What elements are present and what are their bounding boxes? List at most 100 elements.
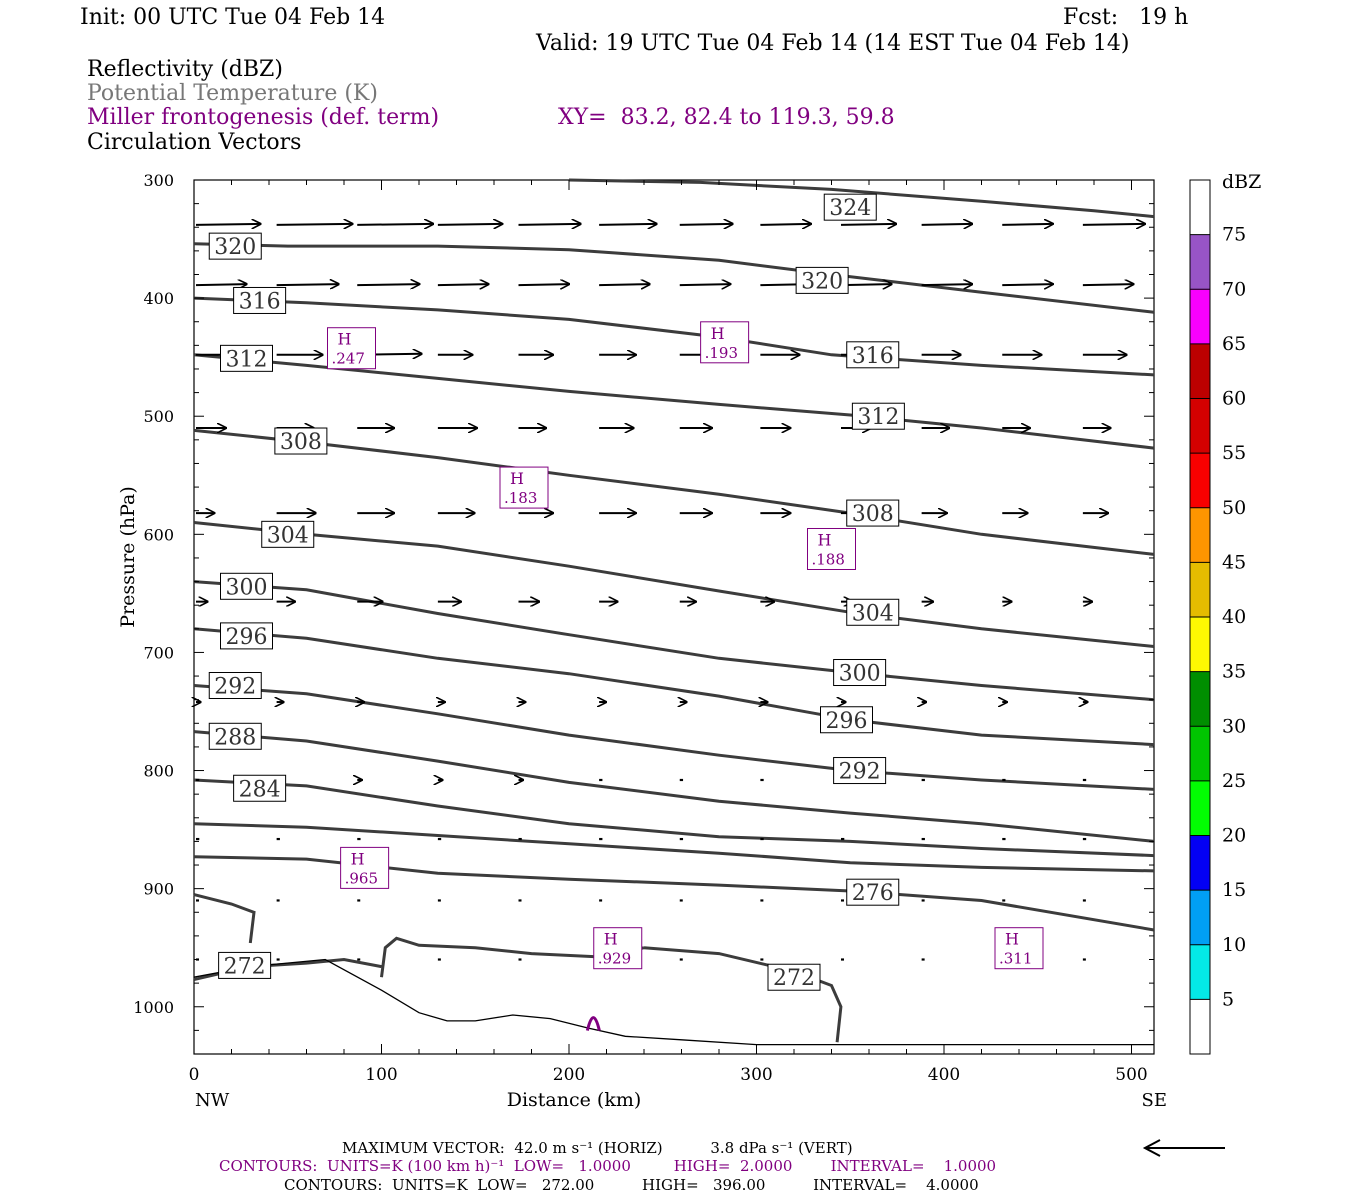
init-time: Init: 00 UTC Tue 04 Feb 14 xyxy=(80,5,386,30)
circulation-vector xyxy=(437,224,502,225)
y-tick-label: 500 xyxy=(143,407,174,426)
colorbar-band xyxy=(1190,398,1210,454)
circulation-vector xyxy=(518,224,581,225)
colorbar-band xyxy=(1190,562,1210,617)
frontogenesis-max-box xyxy=(994,927,1044,970)
theta-contour-324 xyxy=(568,178,1155,219)
colorbar-label: 5 xyxy=(1222,988,1234,1010)
terrain-line xyxy=(193,958,1154,1046)
theta-label-box xyxy=(846,598,900,626)
theta-label-box xyxy=(846,878,900,906)
theta-label-box xyxy=(208,672,262,700)
colorbar-band xyxy=(1190,999,1210,1054)
colorbar-label: 30 xyxy=(1222,715,1246,737)
colorbar-band xyxy=(1190,835,1210,891)
theta-label-312: 312 xyxy=(226,347,268,372)
colorbar-label: 70 xyxy=(1222,278,1246,300)
colorbar-frame xyxy=(1189,179,1211,1055)
theta-contour-272 xyxy=(643,946,843,1043)
theta-contour-276 xyxy=(193,855,1155,932)
theta-label-box xyxy=(233,774,287,802)
theta-label-308: 308 xyxy=(280,430,322,455)
y-tick-label: 1000 xyxy=(133,998,174,1017)
frontogenesis-max-value: .188 xyxy=(812,550,845,568)
colorbar-unit: dBZ xyxy=(1222,171,1261,193)
circulation-vector xyxy=(840,224,896,225)
x-tick-label: 0 xyxy=(189,1065,200,1085)
valid-time: Valid: 19 UTC Tue 04 Feb 14 (14 EST Tue … xyxy=(536,31,1130,56)
frontogenesis-max-value: .183 xyxy=(504,489,537,507)
colorbar-band xyxy=(1190,671,1210,727)
theta-label-box xyxy=(218,951,272,979)
theta-contour-272 xyxy=(193,893,256,944)
frontogenesis-small-contour xyxy=(585,1016,601,1031)
theta-label-300: 300 xyxy=(839,662,881,687)
x-tick-label: 300 xyxy=(740,1065,772,1085)
theta-label-304: 304 xyxy=(267,523,309,548)
theta-label-320: 320 xyxy=(214,235,256,260)
colorbar-label: 20 xyxy=(1222,825,1246,847)
theta-label-box xyxy=(823,193,877,221)
theta-label-box xyxy=(846,341,900,369)
circulation-vector xyxy=(599,224,657,225)
theta-label-box xyxy=(220,622,273,650)
theta-label-300: 300 xyxy=(226,575,268,600)
frontogenesis-max-box xyxy=(327,327,376,370)
theta-label-box xyxy=(846,499,900,527)
theta-contour-284 xyxy=(193,778,1155,858)
cross-section-endpoints: XY= 83.2, 82.4 to 119.3, 59.8 xyxy=(558,105,895,130)
frontogenesis-max-h: H xyxy=(711,324,725,343)
colorbar-label: 35 xyxy=(1222,661,1246,683)
theta-label-box xyxy=(233,286,287,314)
frontogenesis-max-h: H xyxy=(351,849,365,868)
frontogenesis-max-h: H xyxy=(1005,930,1019,949)
theta-label-box xyxy=(833,659,887,687)
x-tick-label: 400 xyxy=(928,1065,960,1085)
circulation-vector xyxy=(599,284,650,285)
x-tick-label: 500 xyxy=(1115,1065,1147,1085)
x-left-end-label: NW xyxy=(195,1090,230,1111)
circulation-vector xyxy=(760,224,811,225)
frontogenesis-max-h: H xyxy=(604,930,618,949)
y-tick-label: 600 xyxy=(143,525,174,544)
circulation-vector xyxy=(276,224,353,225)
theta-label-272: 272 xyxy=(773,966,815,991)
y-axis-label: Pressure (hPa) xyxy=(117,486,139,628)
field-reflectivity: Reflectivity (dBZ) xyxy=(87,57,283,82)
frontogenesis-max-h: H xyxy=(510,469,524,488)
frontogenesis-max-box xyxy=(340,846,390,889)
theta-contour-308 xyxy=(193,428,1155,556)
colorbar-band xyxy=(1190,453,1210,508)
x-tick-label: 200 xyxy=(553,1065,585,1085)
colorbar-band xyxy=(1190,890,1210,945)
theta-label-box xyxy=(820,706,873,734)
y-tick-label: 400 xyxy=(143,289,174,308)
y-tick-label: 800 xyxy=(143,762,174,781)
theta-label-box xyxy=(208,232,262,260)
theta-label-box xyxy=(261,520,315,548)
frontogenesis-max-box xyxy=(807,527,856,570)
theta-label-284: 284 xyxy=(239,777,281,802)
circulation-vector xyxy=(679,224,733,225)
colorbar-band xyxy=(1190,180,1210,235)
maximum-vector-note: MAXIMUM VECTOR: 42.0 m s⁻¹ (HORIZ) 3.8 d… xyxy=(342,1139,853,1157)
theta-label-box xyxy=(795,266,849,294)
theta-label-312: 312 xyxy=(857,405,899,430)
theta-label-296: 296 xyxy=(226,625,268,650)
circulation-vector xyxy=(357,224,433,225)
theta-label-box xyxy=(274,427,328,455)
theta-label-276: 276 xyxy=(852,881,894,906)
frontogenesis-max-h: H xyxy=(338,330,352,349)
theta-contour-292 xyxy=(193,684,1155,791)
circulation-vector xyxy=(195,284,247,285)
frontogenesis-max-box xyxy=(700,321,750,364)
colorbar-label: 60 xyxy=(1222,388,1246,410)
circulation-vector xyxy=(679,284,731,285)
circulation-vector xyxy=(437,284,489,285)
x-axis-label: Distance (km) xyxy=(507,1089,642,1111)
x-right-end-label: SE xyxy=(1142,1090,1167,1111)
theta-label-320: 320 xyxy=(801,269,843,294)
theta-label-box xyxy=(220,344,273,372)
colorbar-label: 50 xyxy=(1222,497,1246,519)
